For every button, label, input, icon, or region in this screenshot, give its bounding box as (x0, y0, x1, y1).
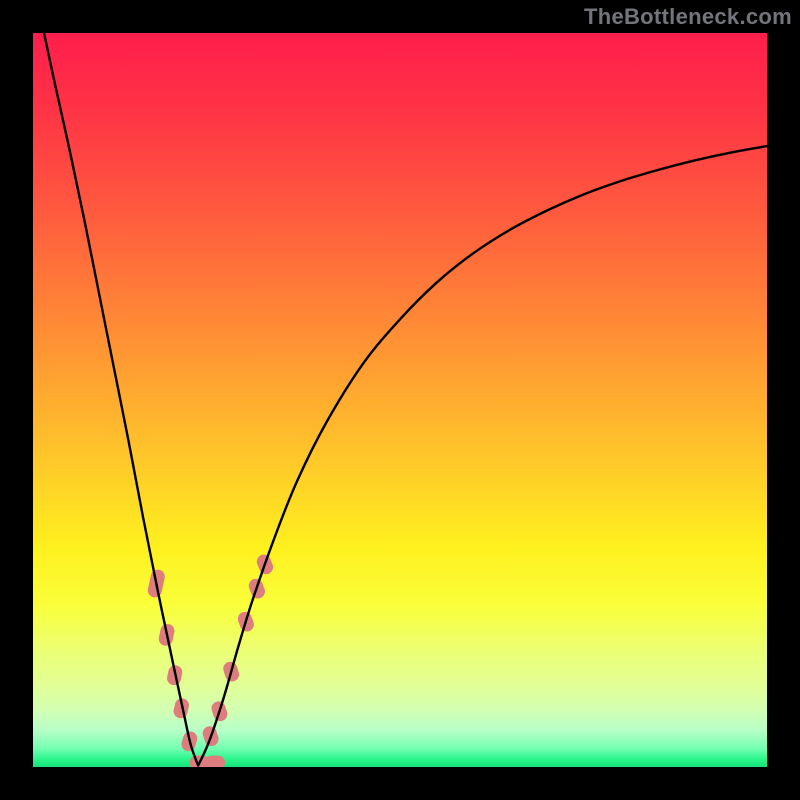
chart-background-gradient (33, 33, 767, 767)
chart-svg (33, 33, 767, 767)
marker-capsule (205, 756, 225, 767)
watermark-text: TheBottleneck.com (584, 4, 792, 30)
chart-plot-area (33, 33, 767, 767)
image-root: TheBottleneck.com (0, 0, 800, 800)
